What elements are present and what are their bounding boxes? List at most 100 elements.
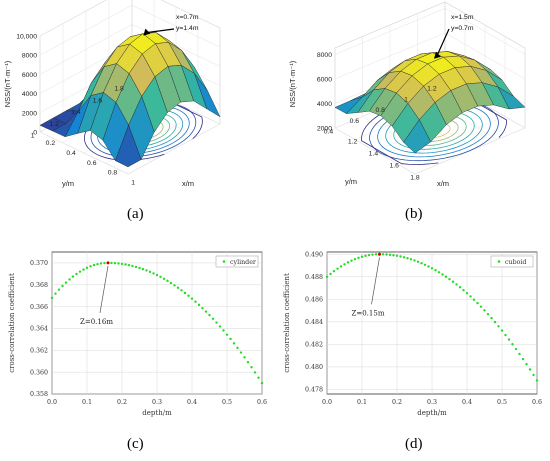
data-point: [166, 279, 169, 283]
legend-marker: [497, 260, 501, 263]
data-point: [89, 265, 92, 268]
z-axis-label: NSS/(nT·m⁻¹): [288, 60, 297, 107]
data-point: [218, 325, 222, 328]
surface-patch: [403, 119, 431, 154]
data-point: [50, 296, 54, 300]
x-tick-label: 0.5: [222, 399, 232, 406]
x-tick-label: 0.2: [392, 399, 402, 406]
data-point: [507, 338, 511, 341]
data-point: [339, 265, 343, 268]
data-point: [437, 271, 441, 274]
x-tick-label: 0.6: [257, 399, 267, 406]
y-axis: 0.4 0.6 0.8 1 1.2 y/m: [324, 85, 437, 186]
y-axis: 1 1.2 1.4 1.6 1.8 y/m: [31, 86, 124, 189]
series-cylinder: [50, 261, 264, 385]
caption-c: (c): [127, 436, 144, 452]
x-axis: 0.2 0.4 0.6 0.8 1 x/m: [46, 140, 194, 188]
annotation-line: [99, 265, 109, 313]
y-tick-label: 0.364: [30, 326, 48, 333]
x-tick-label: 0.1: [357, 399, 367, 406]
annotation-text: x=0.7m: [176, 14, 199, 21]
y-axis: 0.478 0.480 0.482 0.484 0.486 0.488 0.490 cross…: [283, 251, 323, 393]
data-point: [201, 306, 204, 310]
legend-box: [490, 255, 534, 268]
data-point: [127, 263, 131, 267]
caption-b: (b): [405, 206, 423, 222]
data-point: [208, 313, 211, 317]
data-point: [141, 267, 145, 271]
y-tick-label: 1.6: [93, 97, 103, 104]
y-tick-label: 0.490: [305, 251, 323, 258]
data-point: [138, 266, 141, 270]
data-point: [444, 275, 448, 278]
data-point: [511, 343, 514, 346]
data-point: [486, 312, 490, 316]
y-tick-label: 0.370: [30, 260, 48, 267]
data-point: [92, 263, 96, 267]
data-point: [71, 275, 75, 278]
x-tick-label: 0.3: [152, 399, 162, 406]
data-point: [406, 257, 409, 260]
data-point: [78, 270, 82, 273]
data-point: [500, 329, 504, 332]
data-point: [145, 269, 148, 272]
data-point: [250, 366, 253, 369]
y-tick-label: 0.478: [305, 387, 323, 394]
y-tick-label: 0.368: [30, 282, 48, 289]
data-point: [420, 262, 423, 265]
data-point: [243, 356, 246, 359]
data-point: [239, 351, 243, 354]
data-point: [350, 259, 353, 262]
y-axis: 0.358 0.360 0.362 0.364 0.366 0.368 0.370 cross…: [8, 260, 48, 398]
y-tick-label: 1: [31, 133, 35, 140]
legend: cuboid: [490, 255, 534, 268]
x-tick-label: 1.4: [369, 150, 379, 157]
data-point: [465, 292, 469, 295]
surface-mesh: [39, 32, 221, 168]
y-axis-label: y/m: [345, 177, 357, 186]
data-point: [427, 265, 430, 268]
legend-label: cuboid: [505, 259, 526, 266]
z-tick-label: 4000: [22, 91, 37, 98]
data-point: [82, 268, 85, 271]
data-point: [215, 321, 218, 324]
data-point: [434, 269, 437, 272]
z-tick-label: 4000: [317, 101, 332, 108]
x-tick-label: 0.4: [187, 399, 197, 406]
data-point: [535, 379, 539, 382]
data-point: [493, 320, 497, 324]
grid-line: [39, 0, 221, 37]
x-tick-label: 0.2: [117, 399, 127, 406]
data-point: [469, 295, 472, 298]
data-point: [113, 261, 117, 265]
peak-point: [106, 261, 110, 265]
data-point: [388, 253, 392, 257]
x-tick-label: 0.0: [322, 399, 332, 406]
data-point: [134, 265, 138, 269]
z-tick-label: 2000: [22, 110, 37, 117]
annotation-arrow-line: [436, 28, 450, 57]
data-point: [61, 284, 64, 288]
peak-annotation: Z=0.15m: [352, 257, 385, 317]
data-point: [332, 269, 336, 273]
y-axis-label: y/m: [62, 179, 74, 188]
data-point: [229, 337, 232, 341]
data-point: [448, 277, 451, 281]
z-tick-label: 8000: [22, 53, 37, 60]
data-point: [54, 292, 57, 295]
annotation-arrowhead: [143, 28, 151, 36]
data-point: [385, 253, 388, 256]
y-tick-label: 0.358: [30, 391, 48, 398]
data-point: [152, 272, 155, 275]
data-point: [159, 275, 162, 279]
data-point: [57, 288, 61, 291]
data-point: [253, 371, 257, 374]
data-point: [260, 381, 264, 385]
data-point: [155, 273, 159, 277]
x-tick-label: 1.2: [348, 139, 358, 146]
data-point: [110, 261, 113, 265]
data-point: [462, 288, 465, 292]
x-axis: 0.0 0.1 0.2 0.3 0.4 0.5 0.6 depth/m: [322, 399, 542, 417]
data-point: [325, 275, 329, 278]
x-axis-label: x/m: [437, 179, 449, 188]
